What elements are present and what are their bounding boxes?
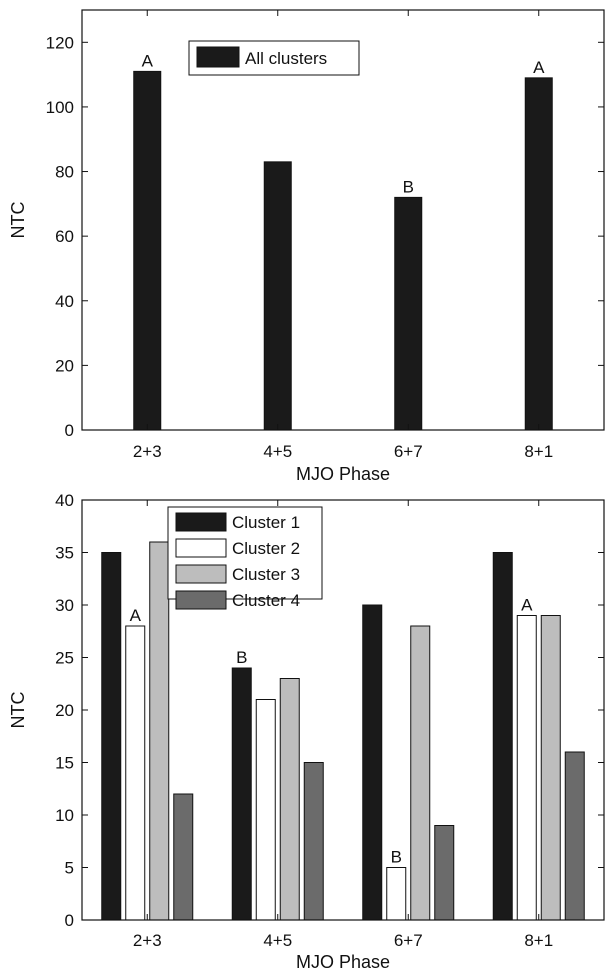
y-tick-label: 35 (55, 544, 74, 563)
bar-p2-6+7-s1 (362, 604, 383, 921)
bar-p2-8+1-s3 (540, 615, 561, 921)
y-tick-label: 40 (55, 292, 74, 311)
bar-p2-4+5-s4 (303, 762, 324, 921)
y-tick-label: 0 (65, 911, 74, 930)
x-axis-title: MJO Phase (296, 952, 390, 971)
bar-p2-8+1-s4 (564, 751, 585, 921)
legend-entry: All clusters (245, 49, 327, 68)
y-tick-label: 80 (55, 163, 74, 182)
bar-p1-6+7-s1 (394, 196, 423, 431)
bar-p2-2+3-s1 (101, 552, 122, 921)
y-tick-label: 25 (55, 649, 74, 668)
bar-p1-2+3-s1 (133, 70, 162, 431)
chart-panel-2: A B B A 0 5 10 15 20 25 30 35 40 2+3 4+5 6+7 8+1 MJO Phas… (8, 491, 605, 971)
legend-swatch (196, 46, 240, 68)
significance-label: A (142, 51, 154, 70)
bar-p2-8+1-s2 (516, 615, 537, 921)
legend-swatch (175, 564, 227, 584)
bar-p2-6+7-s3 (410, 625, 431, 921)
legend-entry: Cluster 4 (232, 591, 300, 610)
y-tick-label: 40 (55, 491, 74, 510)
bar-p1-8+1-s1 (524, 77, 553, 431)
legend: All clusters (188, 40, 360, 76)
legend-entry: Cluster 3 (232, 565, 300, 584)
significance-label: A (533, 58, 545, 77)
x-tick-label: 6+7 (394, 442, 423, 461)
x-tick-label: 4+5 (263, 931, 292, 950)
significance-label: B (391, 848, 402, 867)
bar-p2-4+5-s3 (279, 678, 300, 921)
y-tick-label: 15 (55, 754, 74, 773)
y-tick-label: 0 (65, 421, 74, 440)
y-tick-label: 10 (55, 806, 74, 825)
bar-p2-6+7-s2 (386, 867, 407, 921)
y-tick-label: 5 (65, 859, 74, 878)
bar-p2-2+3-s3 (149, 541, 170, 921)
x-axis-title: MJO Phase (296, 464, 390, 484)
x-tick-label: 6+7 (394, 931, 423, 950)
significance-label: A (521, 596, 533, 615)
plot-frame (81, 9, 605, 431)
y-tick-label: 100 (46, 98, 74, 117)
bar-p2-2+3-s4 (173, 793, 194, 921)
bar-p2-2+3-s2 (125, 625, 146, 921)
significance-label: B (236, 648, 247, 667)
y-axis-title: NTC (8, 202, 28, 239)
y-axis-title: NTC (8, 692, 28, 729)
y-tick-label: 120 (46, 33, 74, 52)
legend-swatch (175, 538, 227, 558)
bar-p1-4+5-s1 (263, 161, 292, 431)
y-tick-label: 20 (55, 356, 74, 375)
y-tick-label: 60 (55, 227, 74, 246)
bar-p2-6+7-s4 (434, 825, 455, 921)
x-tick-label: 8+1 (524, 442, 553, 461)
y-tick-label: 30 (55, 596, 74, 615)
legend-swatch (175, 590, 227, 610)
bar-p2-8+1-s1 (492, 552, 513, 921)
y-tick-label: 20 (55, 701, 74, 720)
significance-label: A (130, 606, 142, 625)
x-tick-label: 8+1 (524, 931, 553, 950)
legend-entry: Cluster 1 (232, 513, 300, 532)
x-tick-label: 4+5 (263, 442, 292, 461)
chart-panel-1: A B A 0 20 40 60 80 100 120 2+3 4+5 6+7 8+1 MJO Phase N… (8, 9, 605, 484)
legend-swatch (175, 512, 227, 532)
significance-label: B (403, 177, 414, 196)
x-tick-label: 2+3 (133, 442, 162, 461)
bar-p2-4+5-s1 (231, 667, 252, 921)
bar-p2-4+5-s2 (255, 699, 276, 921)
legend: Cluster 1 Cluster 2 Cluster 3 Cluster 4 (167, 506, 323, 610)
legend-entry: Cluster 2 (232, 539, 300, 558)
x-tick-label: 2+3 (133, 931, 162, 950)
